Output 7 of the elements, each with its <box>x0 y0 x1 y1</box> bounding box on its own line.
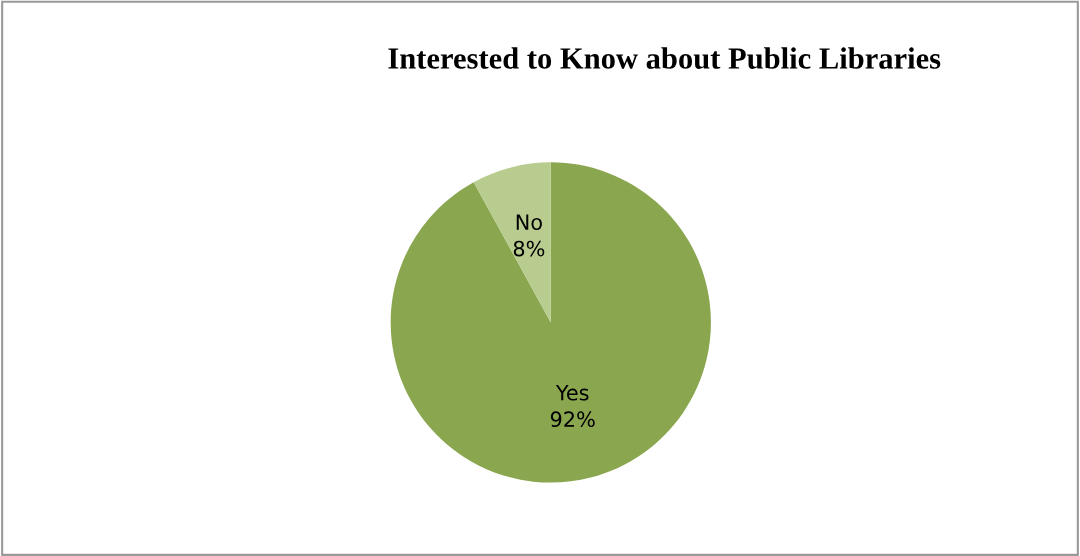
chart-title: Interested to Know about Public Libraries <box>388 47 941 69</box>
data-label: 92% <box>550 411 595 428</box>
slice-label: Yes <box>555 385 589 401</box>
pie-slice <box>473 162 551 323</box>
data-label: 8% <box>513 240 545 257</box>
slice-label: No <box>516 214 542 230</box>
pie-slice <box>390 162 711 483</box>
